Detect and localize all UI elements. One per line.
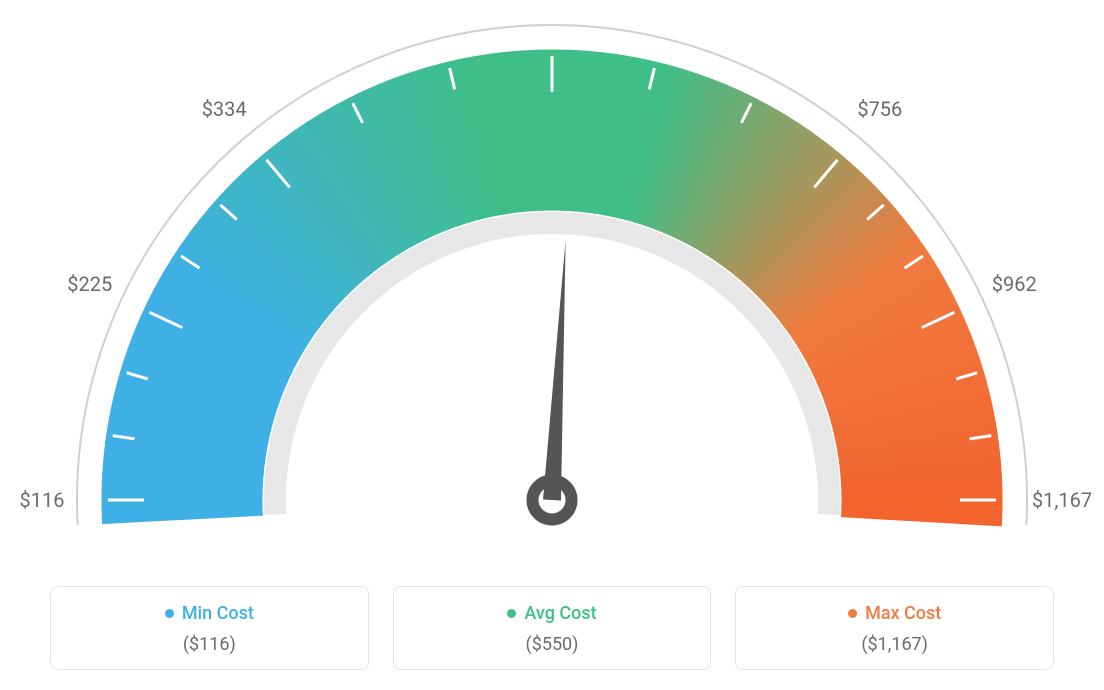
legend-label: Min Cost [182, 603, 254, 624]
legend-label: Max Cost [865, 603, 941, 624]
legend-value: ($116) [63, 634, 356, 655]
dot-icon [507, 609, 516, 618]
gauge-tick-label: $550 [530, 0, 575, 2]
legend-value: ($1,167) [748, 634, 1041, 655]
legend-card-max: Max Cost ($1,167) [735, 586, 1054, 670]
dot-icon [848, 609, 857, 618]
gauge-svg [0, 0, 1104, 560]
gauge-tick-label: $116 [20, 488, 65, 512]
legend-row: Min Cost ($116) Avg Cost ($550) Max Cost… [50, 586, 1054, 670]
legend-card-avg: Avg Cost ($550) [393, 586, 712, 670]
legend-card-min: Min Cost ($116) [50, 586, 369, 670]
gauge-tick-label: $334 [202, 97, 247, 121]
cost-gauge: $116 $225 $334 $550 $756 $962 $1,167 [0, 0, 1104, 560]
legend-title-max: Max Cost [848, 603, 941, 624]
gauge-tick-label: $1,167 [1032, 488, 1092, 512]
gauge-tick-label: $756 [857, 97, 902, 121]
legend-title-min: Min Cost [165, 603, 254, 624]
gauge-tick-label: $225 [67, 272, 112, 296]
legend-title-avg: Avg Cost [507, 603, 596, 624]
dot-icon [165, 609, 174, 618]
legend-value: ($550) [406, 634, 699, 655]
legend-label: Avg Cost [524, 603, 596, 624]
gauge-tick-label: $962 [992, 272, 1037, 296]
